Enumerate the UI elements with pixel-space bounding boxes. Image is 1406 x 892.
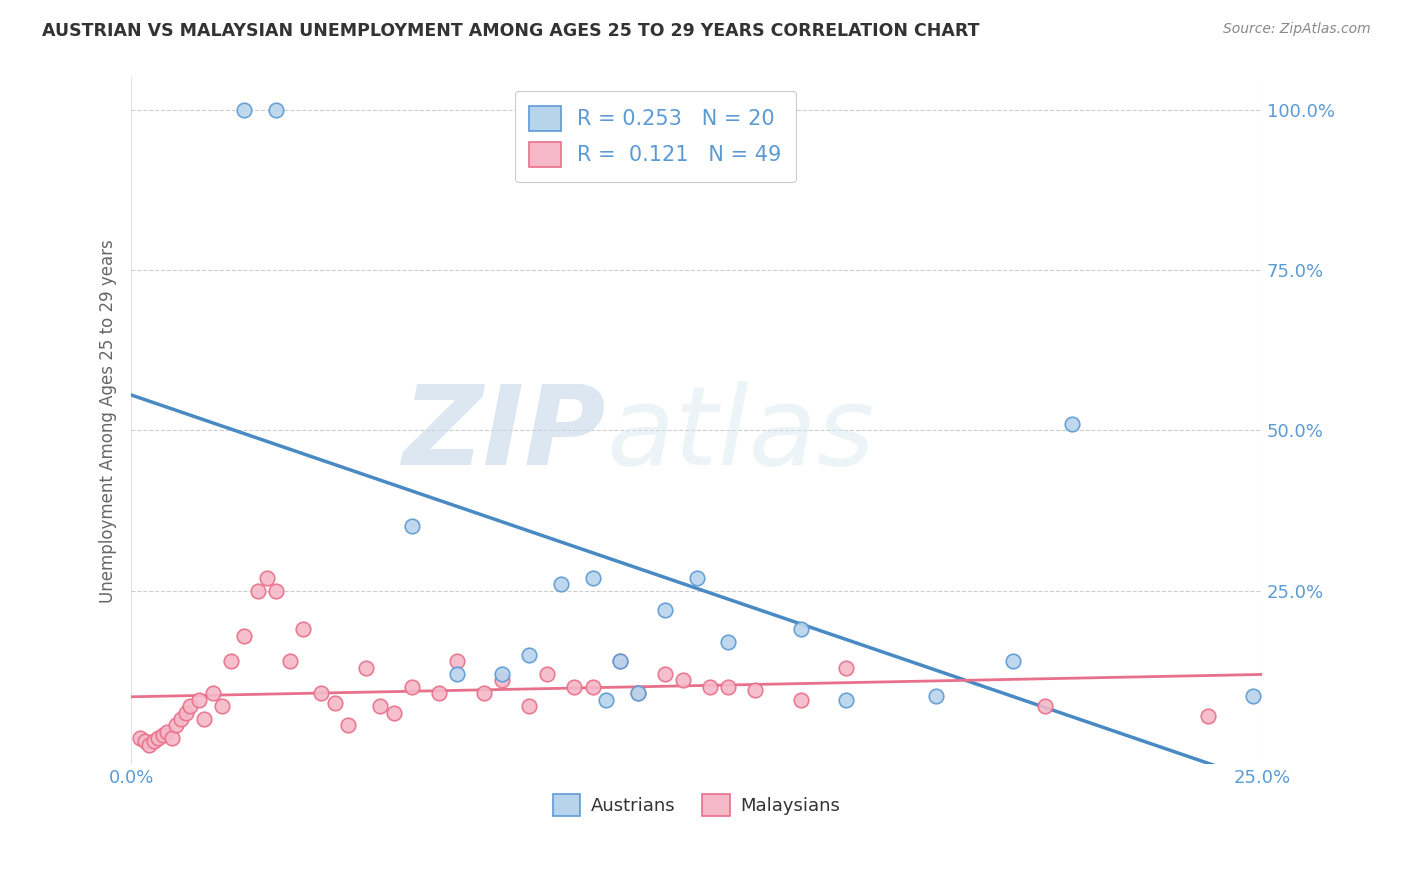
Legend: Austrians, Malaysians: Austrians, Malaysians: [546, 787, 848, 823]
Point: [193, 712, 215, 726]
Point: [1197, 708, 1219, 723]
Point: [160, 731, 183, 746]
Point: [1002, 654, 1025, 668]
Point: [201, 686, 224, 700]
Point: [491, 667, 513, 681]
Point: [925, 690, 948, 704]
Point: [446, 667, 468, 681]
Point: [789, 692, 811, 706]
Point: [138, 738, 160, 752]
Point: [491, 673, 513, 688]
Point: [256, 571, 278, 585]
Point: [356, 660, 378, 674]
Point: [188, 692, 211, 706]
Point: [174, 706, 197, 720]
Point: [627, 686, 650, 700]
Point: [581, 680, 603, 694]
Text: AUSTRIAN VS MALAYSIAN UNEMPLOYMENT AMONG AGES 25 TO 29 YEARS CORRELATION CHART: AUSTRIAN VS MALAYSIAN UNEMPLOYMENT AMONG…: [42, 22, 980, 40]
Point: [699, 680, 721, 694]
Point: [654, 667, 676, 681]
Point: [233, 628, 256, 642]
Point: [309, 686, 332, 700]
Point: [564, 680, 586, 694]
Point: [517, 648, 540, 662]
Point: [148, 731, 170, 746]
Y-axis label: Unemployment Among Ages 25 to 29 years: Unemployment Among Ages 25 to 29 years: [100, 239, 117, 602]
Point: [134, 734, 156, 748]
Point: [368, 699, 391, 714]
Point: [142, 734, 165, 748]
Text: atlas: atlas: [606, 381, 875, 488]
Point: [219, 654, 242, 668]
Point: [427, 686, 450, 700]
Point: [446, 654, 468, 668]
Point: [835, 692, 858, 706]
Point: [595, 692, 617, 706]
Point: [264, 103, 287, 117]
Point: [292, 622, 315, 636]
Point: [581, 571, 603, 585]
Point: [401, 680, 423, 694]
Point: [278, 654, 301, 668]
Point: [382, 706, 405, 720]
Point: [1241, 690, 1264, 704]
Point: [609, 654, 631, 668]
Point: [609, 654, 631, 668]
Point: [1060, 417, 1083, 431]
Point: [744, 683, 766, 698]
Point: [264, 583, 287, 598]
Point: [685, 571, 707, 585]
Point: [129, 731, 152, 746]
Point: [233, 103, 256, 117]
Point: [211, 699, 233, 714]
Point: [156, 724, 179, 739]
Point: [337, 718, 360, 732]
Point: [627, 686, 650, 700]
Point: [179, 699, 201, 714]
Point: [170, 712, 193, 726]
Point: [717, 680, 740, 694]
Point: [550, 577, 572, 591]
Point: [323, 696, 346, 710]
Point: [654, 603, 676, 617]
Point: [672, 673, 695, 688]
Point: [835, 660, 858, 674]
Point: [517, 699, 540, 714]
Point: [536, 667, 558, 681]
Point: [166, 718, 188, 732]
Point: [717, 635, 740, 649]
Point: [401, 519, 423, 533]
Point: [789, 622, 811, 636]
Text: ZIP: ZIP: [402, 381, 606, 488]
Text: Source: ZipAtlas.com: Source: ZipAtlas.com: [1223, 22, 1371, 37]
Point: [472, 686, 495, 700]
Point: [246, 583, 269, 598]
Point: [152, 728, 174, 742]
Point: [1033, 699, 1056, 714]
